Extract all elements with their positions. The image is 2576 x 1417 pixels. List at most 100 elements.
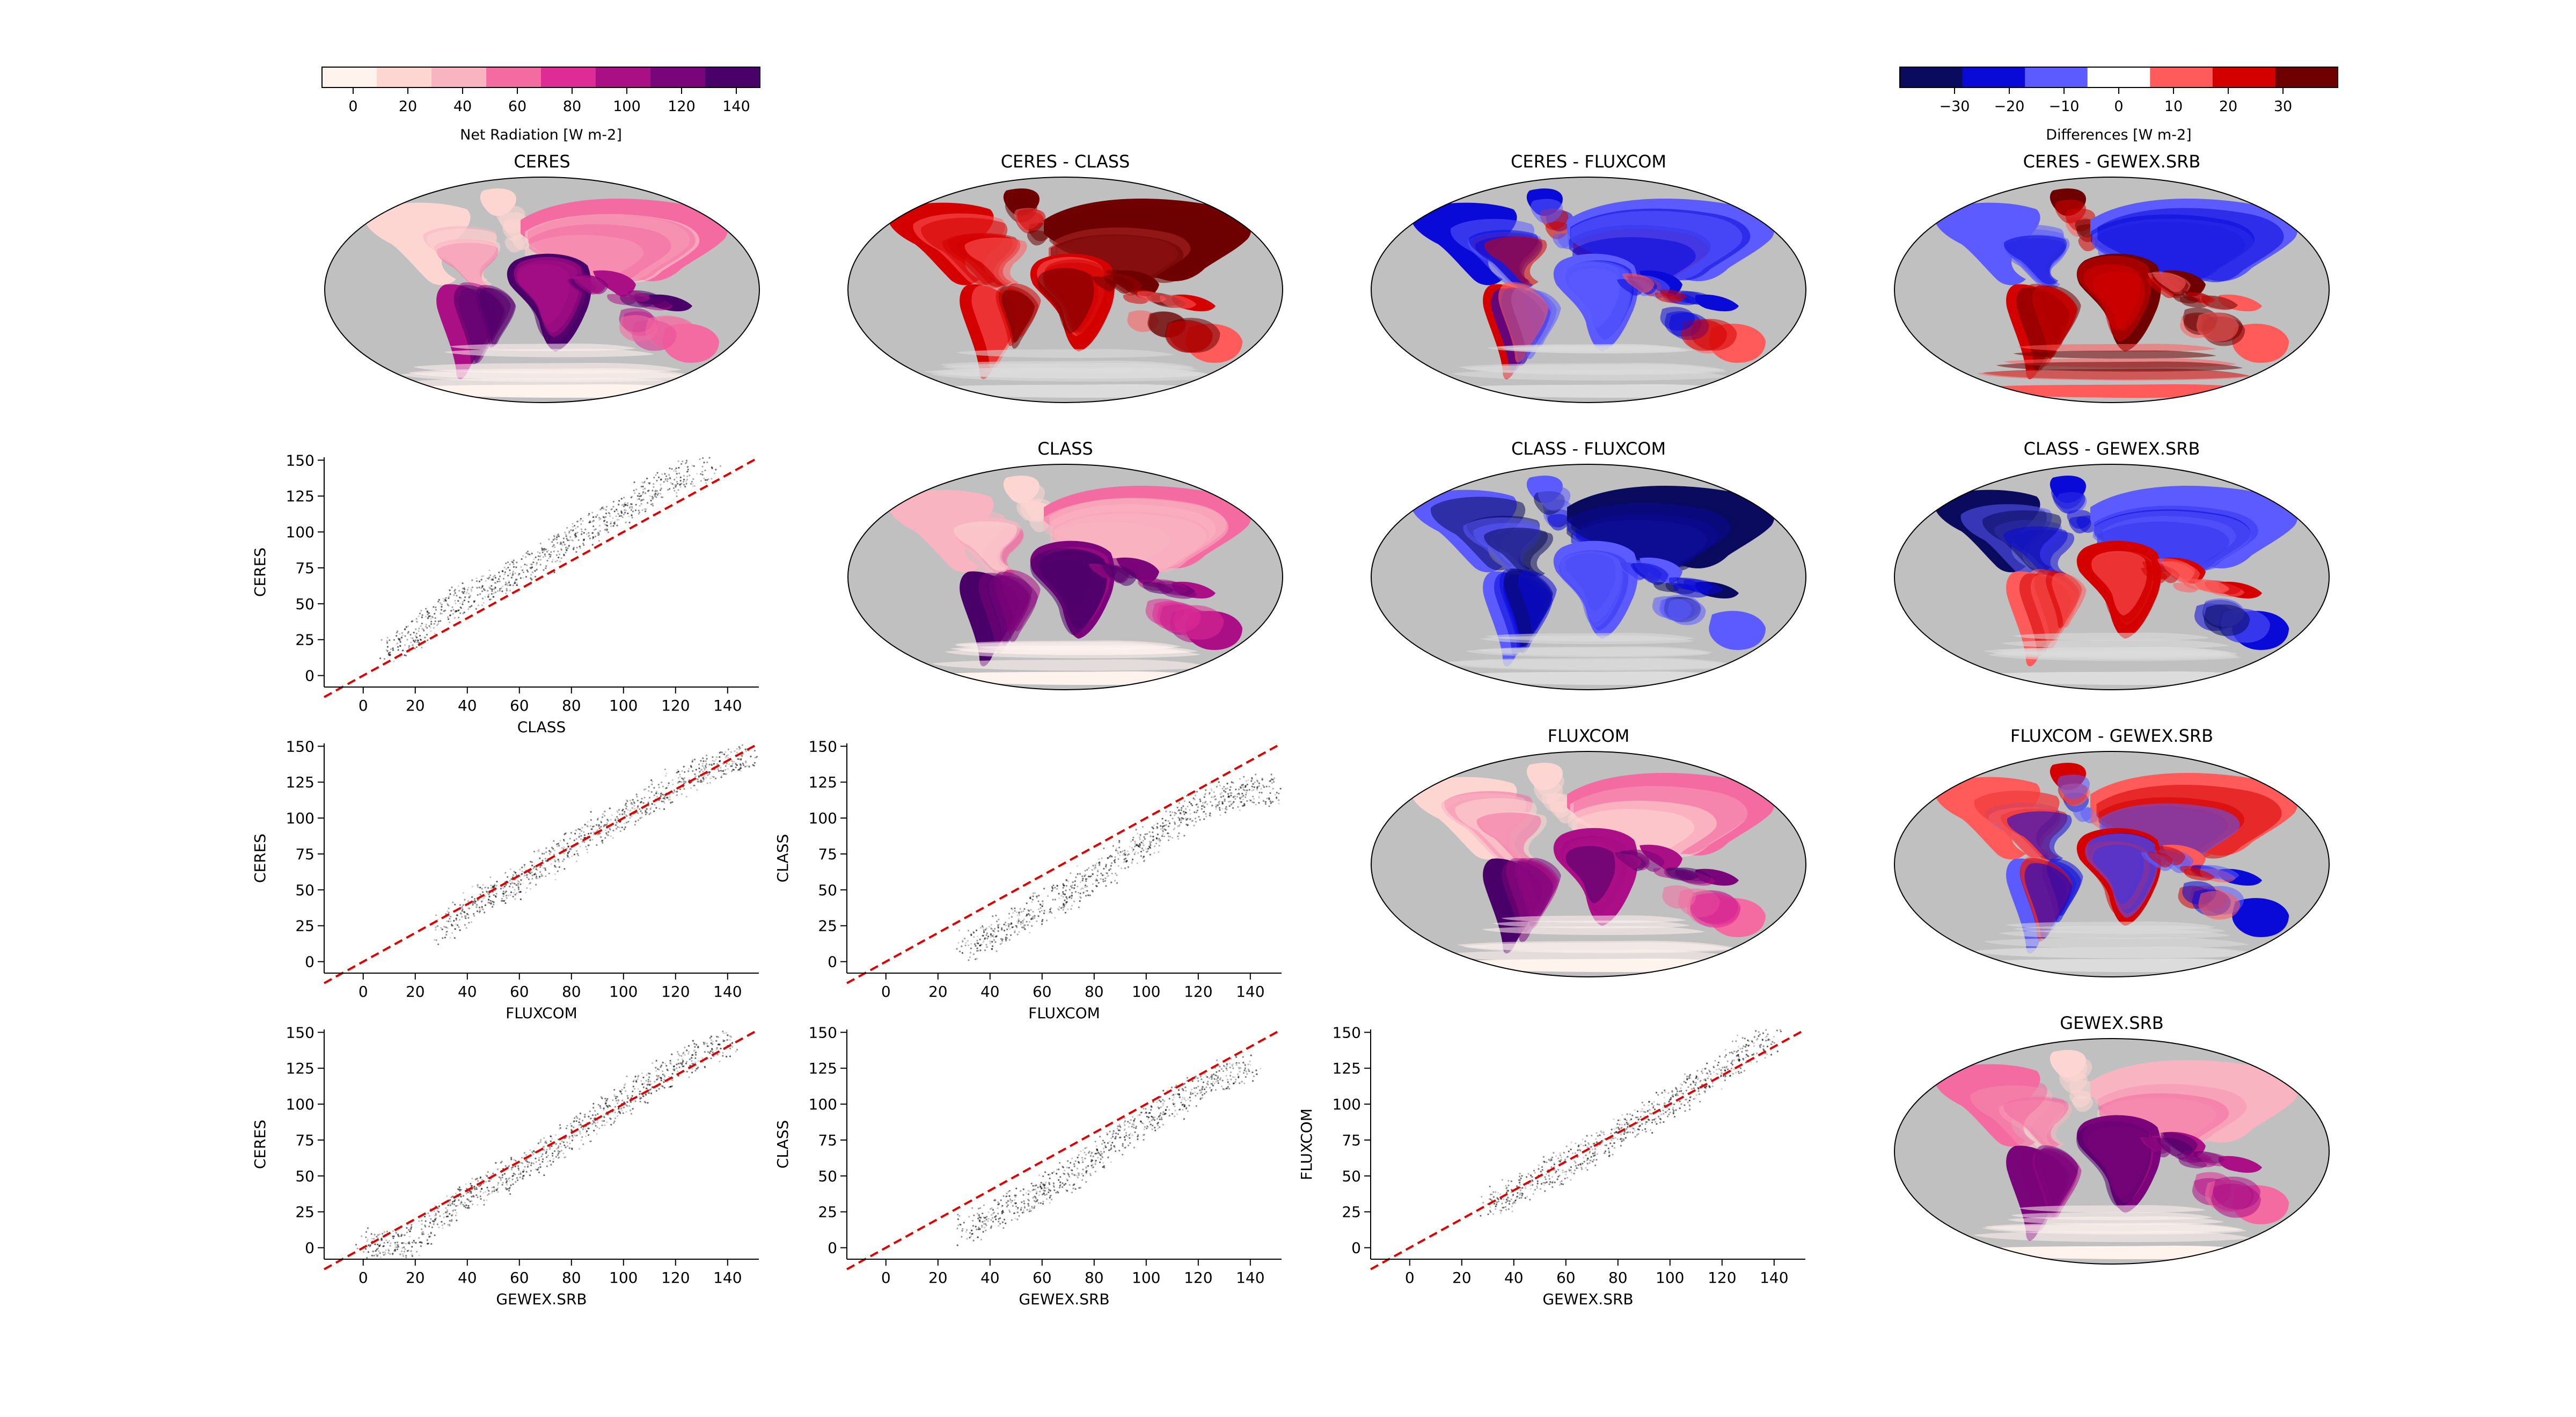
scatter-point bbox=[580, 1122, 582, 1124]
scatter-point bbox=[982, 941, 984, 944]
scatter-point bbox=[976, 1213, 979, 1215]
scatter-point bbox=[515, 872, 517, 874]
scatter-point bbox=[685, 480, 687, 483]
scatter-point bbox=[1006, 928, 1008, 931]
scatter-point bbox=[431, 616, 434, 618]
scatter-point bbox=[447, 927, 449, 929]
scatter-point bbox=[445, 926, 447, 929]
scatter-point bbox=[471, 886, 473, 888]
scatter-point bbox=[1022, 920, 1024, 922]
scatter-point bbox=[640, 810, 642, 812]
scatter-point bbox=[1048, 911, 1051, 914]
scatter-point bbox=[412, 644, 414, 646]
scatter-point bbox=[507, 574, 509, 576]
scatter-point bbox=[1195, 812, 1198, 814]
map-field-patch bbox=[2024, 863, 2073, 939]
scatter-point bbox=[521, 558, 523, 560]
scatter-point bbox=[463, 592, 465, 594]
scatter-point bbox=[466, 589, 469, 591]
scatter-point bbox=[1043, 910, 1045, 912]
scatter-point bbox=[479, 886, 481, 889]
scatter-point bbox=[1264, 803, 1267, 805]
scatter-point bbox=[689, 474, 691, 477]
scatter-point bbox=[554, 879, 557, 881]
scatter-point bbox=[1002, 1195, 1005, 1197]
scatter-point bbox=[1142, 1134, 1144, 1136]
scatter-point bbox=[603, 516, 605, 519]
scatter-point bbox=[525, 892, 527, 894]
scatter-point bbox=[986, 938, 989, 940]
scatter-point bbox=[645, 1101, 647, 1104]
scatter-point bbox=[716, 1047, 718, 1049]
scatter-point bbox=[510, 1168, 513, 1171]
scatter-point bbox=[511, 561, 513, 563]
scatter-point bbox=[1056, 888, 1058, 890]
scatter-point bbox=[979, 949, 982, 952]
x-tick-label: 0 bbox=[881, 983, 891, 1000]
colorbar-tick-label: 20 bbox=[2219, 98, 2237, 115]
scatter-point bbox=[438, 1205, 441, 1208]
map-field-patch bbox=[2197, 1152, 2234, 1166]
scatter-point bbox=[433, 1210, 435, 1213]
map-field-patch bbox=[1102, 564, 1137, 586]
scatter-point bbox=[983, 1223, 985, 1225]
scatter-point bbox=[1118, 840, 1121, 842]
x-tick-label: 60 bbox=[510, 697, 529, 714]
scatter-point bbox=[1085, 880, 1087, 882]
scatter-point bbox=[455, 602, 457, 604]
scatter-point bbox=[475, 580, 478, 582]
scatter-point bbox=[509, 589, 511, 591]
scatter-point bbox=[418, 1220, 420, 1222]
scatter-point bbox=[488, 593, 490, 596]
scatter-point bbox=[609, 513, 611, 515]
scatter-point bbox=[1229, 792, 1232, 794]
scatter-point bbox=[579, 1133, 581, 1135]
scatter-point bbox=[1150, 1109, 1152, 1111]
scatter-point bbox=[658, 1087, 660, 1090]
scatter-point bbox=[1143, 1128, 1145, 1130]
scatter-point bbox=[1258, 802, 1260, 804]
map-field-patch bbox=[956, 349, 1174, 358]
scatter-point bbox=[706, 1042, 708, 1045]
scatter-point bbox=[445, 597, 447, 599]
scatter-point bbox=[956, 1228, 958, 1230]
scatter-point bbox=[457, 600, 459, 602]
scatter-point bbox=[457, 924, 459, 926]
scatter-point bbox=[530, 577, 532, 579]
scatter-point bbox=[1095, 885, 1097, 887]
scatter-point bbox=[1188, 1105, 1190, 1107]
scatter-point bbox=[574, 524, 576, 527]
scatter-point bbox=[418, 630, 420, 632]
scatter-point bbox=[650, 807, 652, 809]
scatter-point bbox=[655, 474, 657, 476]
scatter-point bbox=[652, 505, 654, 507]
scatter-point bbox=[1065, 896, 1067, 898]
scatter-point bbox=[418, 1254, 420, 1257]
scatter-point bbox=[550, 1135, 552, 1138]
scatter-point bbox=[678, 1066, 680, 1069]
scatter-point bbox=[506, 897, 508, 899]
scatter-point bbox=[629, 799, 632, 802]
scatter-point bbox=[553, 859, 556, 861]
scatter-point bbox=[1092, 1163, 1094, 1166]
scatter-point bbox=[611, 814, 613, 816]
scatter-point bbox=[1241, 784, 1243, 786]
scatter-point bbox=[574, 1117, 576, 1119]
scatter-point bbox=[421, 646, 423, 649]
scatter-point bbox=[651, 783, 653, 785]
scatter-point bbox=[712, 776, 714, 778]
map-field-patch bbox=[1532, 771, 1564, 797]
scatter-point bbox=[552, 539, 554, 541]
scatter-point bbox=[455, 1193, 457, 1195]
scatter-point bbox=[576, 852, 579, 855]
scatter-point bbox=[399, 645, 401, 647]
map-panel: CERES - CLASS bbox=[847, 151, 1283, 403]
scatter-point bbox=[999, 943, 1001, 945]
scatter-point bbox=[448, 921, 450, 923]
scatter-point bbox=[698, 775, 700, 778]
scatter-point bbox=[599, 832, 601, 835]
scatter-point bbox=[490, 588, 492, 590]
scatter-point bbox=[581, 533, 583, 535]
scatter-point bbox=[1233, 801, 1235, 803]
scatter-point bbox=[449, 1223, 451, 1225]
